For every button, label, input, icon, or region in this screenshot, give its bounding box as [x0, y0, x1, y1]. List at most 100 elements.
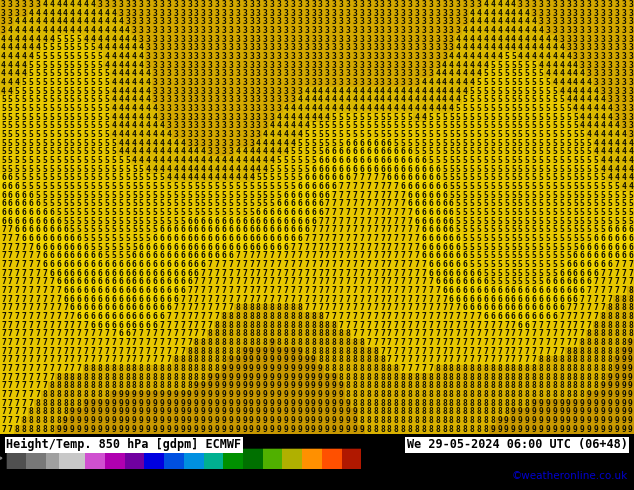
Text: 7: 7 — [373, 260, 378, 269]
Text: 6: 6 — [228, 243, 233, 252]
Text: 6: 6 — [614, 251, 619, 260]
Text: 4: 4 — [387, 95, 392, 104]
Text: 6: 6 — [49, 243, 54, 252]
Text: 6: 6 — [290, 208, 295, 217]
Text: 7: 7 — [373, 329, 378, 339]
Text: 6: 6 — [22, 234, 27, 243]
Text: 6: 6 — [456, 277, 461, 286]
Text: 7: 7 — [504, 329, 509, 339]
Text: 5: 5 — [538, 130, 543, 139]
Text: 5: 5 — [449, 121, 454, 130]
Text: 5: 5 — [525, 147, 529, 156]
Text: 6: 6 — [332, 165, 337, 173]
Text: 6: 6 — [442, 225, 447, 234]
Text: 9: 9 — [221, 390, 226, 399]
Text: 5: 5 — [504, 130, 509, 139]
Text: 5: 5 — [98, 234, 102, 243]
Text: 3: 3 — [621, 8, 626, 18]
Text: 4: 4 — [607, 173, 612, 182]
Text: 5: 5 — [105, 121, 109, 130]
Text: 4: 4 — [311, 95, 316, 104]
Text: 3: 3 — [325, 26, 330, 35]
Text: 4: 4 — [525, 43, 529, 52]
Text: 7: 7 — [42, 347, 47, 356]
Text: 9: 9 — [566, 416, 571, 425]
Text: 3: 3 — [304, 8, 309, 18]
Text: 7: 7 — [429, 329, 433, 339]
Text: 4: 4 — [180, 173, 185, 182]
Text: 7: 7 — [394, 217, 399, 226]
Text: 7: 7 — [346, 294, 351, 304]
Text: 6: 6 — [77, 243, 82, 252]
Text: 9: 9 — [600, 416, 605, 425]
Text: 8: 8 — [63, 408, 68, 416]
Text: 6: 6 — [504, 312, 509, 321]
Text: 4: 4 — [139, 52, 144, 61]
Text: 5: 5 — [518, 251, 522, 260]
Text: 7: 7 — [359, 329, 364, 339]
Text: 3: 3 — [290, 95, 295, 104]
Text: 3: 3 — [415, 34, 419, 44]
Text: 3: 3 — [422, 8, 426, 18]
Text: 6: 6 — [153, 251, 157, 260]
Text: 5: 5 — [518, 182, 522, 191]
Text: 3: 3 — [201, 78, 205, 87]
Text: 3: 3 — [600, 34, 605, 44]
Text: 5: 5 — [545, 78, 550, 87]
Text: 3: 3 — [559, 26, 564, 35]
Text: 6: 6 — [538, 286, 543, 295]
Text: 6: 6 — [235, 225, 240, 234]
Text: 5: 5 — [36, 139, 41, 147]
Text: 8: 8 — [442, 416, 447, 425]
Text: 4: 4 — [15, 78, 20, 87]
Text: 3: 3 — [166, 52, 171, 61]
Text: 8: 8 — [318, 321, 323, 330]
Text: 8: 8 — [56, 416, 61, 425]
Text: 5: 5 — [545, 130, 550, 139]
Text: 7: 7 — [29, 373, 34, 382]
Text: 7: 7 — [1, 347, 6, 356]
Text: 4: 4 — [118, 87, 123, 96]
Text: 8: 8 — [628, 303, 633, 313]
Text: 3: 3 — [387, 8, 392, 18]
Text: 8: 8 — [614, 303, 619, 313]
Text: 3: 3 — [449, 34, 454, 44]
Text: 7: 7 — [600, 303, 605, 313]
Text: 3: 3 — [160, 17, 164, 26]
Text: 4: 4 — [290, 104, 295, 113]
Text: 7: 7 — [346, 234, 351, 243]
Text: 3: 3 — [215, 121, 219, 130]
Text: 3: 3 — [600, 61, 605, 70]
Text: 6: 6 — [36, 217, 41, 226]
Text: 4: 4 — [22, 61, 27, 70]
Text: 5: 5 — [532, 104, 536, 113]
Text: 6: 6 — [435, 277, 440, 286]
Text: 4: 4 — [139, 61, 144, 70]
Text: 8: 8 — [201, 355, 205, 365]
Text: 9: 9 — [587, 399, 592, 408]
Text: 7: 7 — [387, 294, 392, 304]
Text: 6: 6 — [125, 286, 130, 295]
Text: 8: 8 — [283, 329, 288, 339]
Text: 6: 6 — [180, 269, 185, 278]
Text: 4: 4 — [621, 173, 626, 182]
Text: 3: 3 — [580, 43, 585, 52]
Text: 8: 8 — [483, 425, 488, 434]
Text: 7: 7 — [387, 321, 392, 330]
Text: 9: 9 — [146, 408, 151, 416]
Text: 4: 4 — [435, 104, 440, 113]
Text: 7: 7 — [442, 321, 447, 330]
Text: 3: 3 — [538, 8, 543, 18]
Text: 9: 9 — [235, 355, 240, 365]
Text: 5: 5 — [483, 217, 488, 226]
Text: 5: 5 — [442, 113, 447, 122]
Text: 9: 9 — [325, 425, 330, 434]
Text: 3: 3 — [380, 69, 385, 78]
Text: 6: 6 — [263, 217, 268, 226]
Text: 8: 8 — [490, 408, 495, 416]
Text: 7: 7 — [346, 286, 351, 295]
Text: 5: 5 — [91, 147, 96, 156]
Text: 6: 6 — [297, 199, 302, 208]
Text: 4: 4 — [208, 173, 212, 182]
Text: 4: 4 — [84, 17, 89, 26]
